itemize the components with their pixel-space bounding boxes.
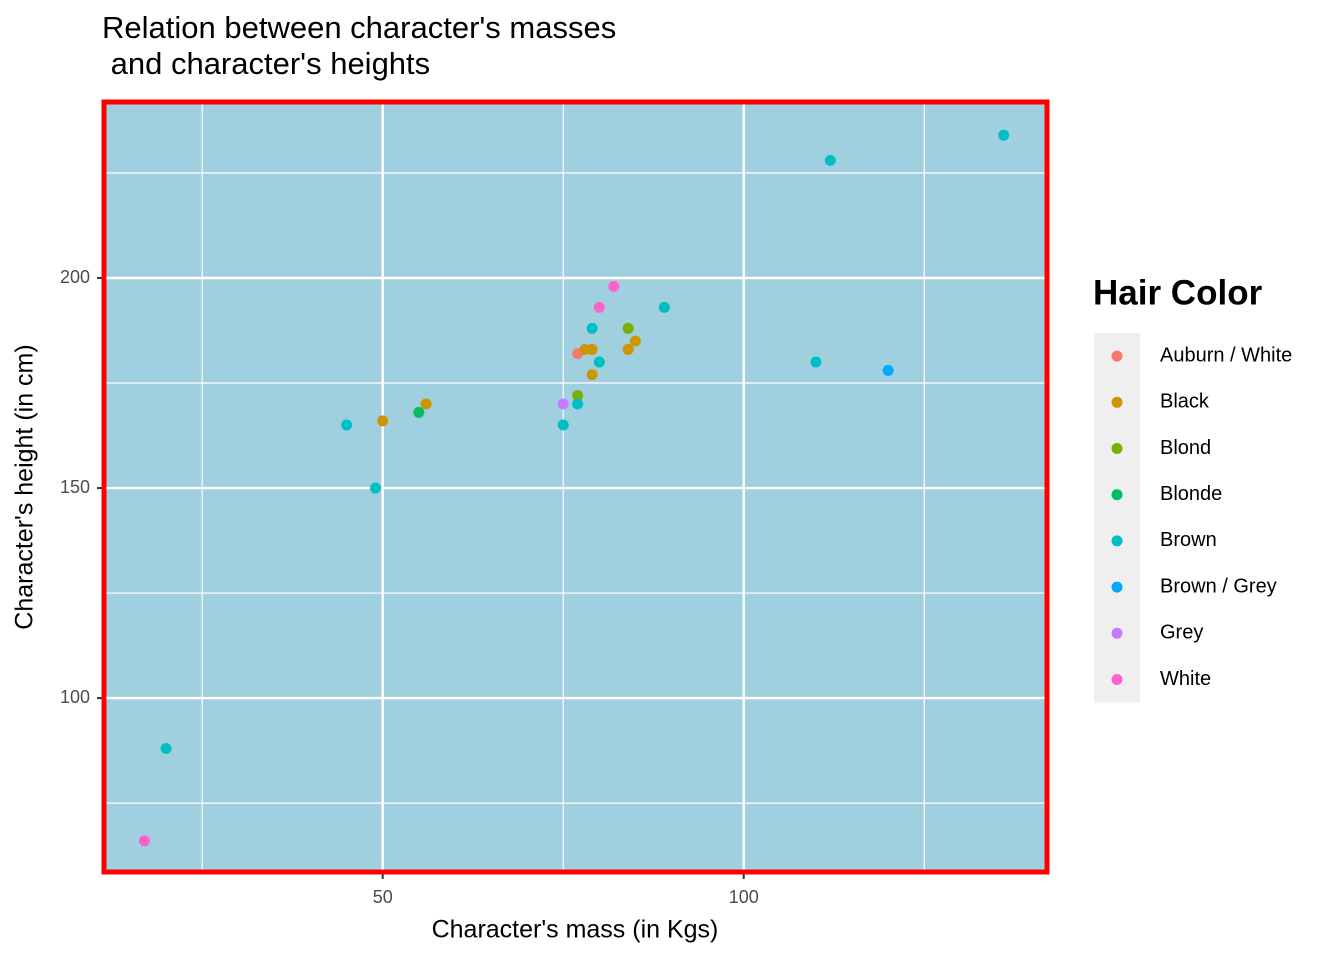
data-point	[341, 419, 353, 431]
y-axis-title: Character's height (in cm)	[11, 344, 39, 629]
panel-border	[101, 99, 1050, 875]
data-point	[572, 398, 584, 410]
legend-label: White	[1160, 668, 1211, 690]
data-point	[998, 129, 1010, 141]
data-point	[608, 280, 620, 292]
legend-label: Blond	[1160, 437, 1211, 459]
data-point	[593, 301, 605, 313]
data-point	[586, 343, 598, 355]
data-point	[622, 322, 634, 334]
legend-key	[1111, 489, 1123, 501]
plot-area	[104, 102, 1047, 872]
legend-key-background	[1094, 333, 1140, 703]
y-tick-label: 150	[60, 477, 90, 497]
legend-label: Auburn / White	[1160, 344, 1292, 366]
data-point	[629, 335, 641, 347]
y-tick-label: 100	[60, 687, 90, 707]
data-point	[138, 835, 150, 847]
data-point	[810, 356, 822, 368]
data-point	[658, 301, 670, 313]
data-point	[369, 482, 381, 494]
legend-label: Black	[1160, 391, 1210, 413]
data-point	[824, 154, 836, 166]
legend-key	[1111, 350, 1123, 362]
data-point	[572, 390, 584, 402]
data-point	[586, 322, 598, 334]
x-tick-label: 100	[729, 887, 759, 907]
legend-key	[1111, 674, 1123, 685]
legend-label: Blonde	[1160, 483, 1222, 505]
data-point	[557, 398, 569, 410]
legend-title: Hair Color	[1093, 273, 1263, 312]
x-tick-label: 50	[373, 887, 393, 907]
data-point	[593, 356, 605, 368]
legend-label: Grey	[1160, 622, 1203, 644]
data-point	[420, 398, 432, 410]
legend-key	[1111, 627, 1123, 639]
data-point	[622, 343, 634, 355]
data-point	[557, 419, 569, 431]
data-point	[413, 406, 425, 418]
legend-label: Brown	[1160, 529, 1217, 551]
data-point	[160, 742, 172, 754]
chart-title: Relation between character's masses and …	[102, 10, 617, 81]
legend-key	[1111, 581, 1123, 593]
data-point	[377, 415, 389, 427]
legend-key	[1111, 443, 1123, 454]
legend-key	[1111, 396, 1123, 408]
data-point	[882, 364, 894, 376]
legend-label: Brown / Grey	[1160, 575, 1277, 597]
y-tick-label: 200	[60, 267, 90, 287]
x-axis-title: Character's mass (in Kgs)	[432, 916, 719, 944]
data-point	[586, 369, 598, 381]
legend-key	[1111, 535, 1123, 547]
